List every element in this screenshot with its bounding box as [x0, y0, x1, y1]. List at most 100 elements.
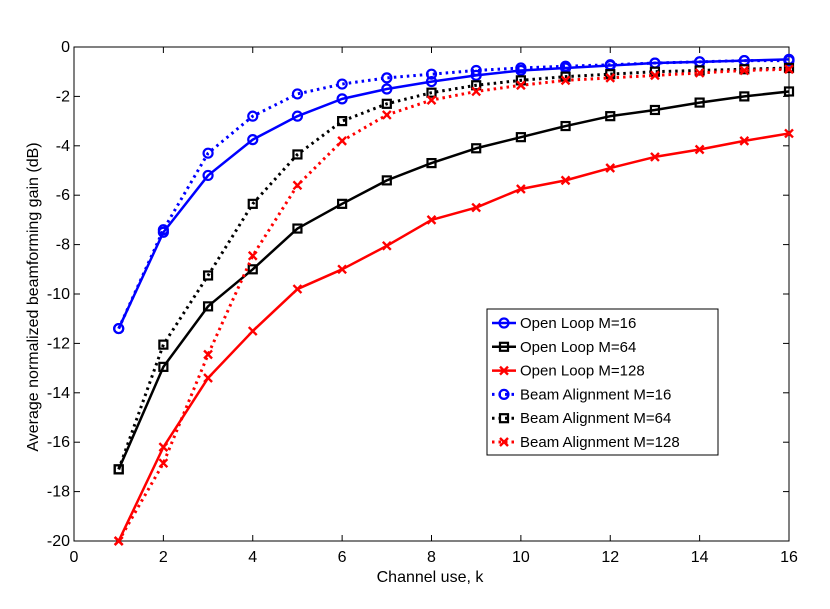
data-point [203, 349, 213, 360]
x-tick-label: 16 [780, 549, 798, 566]
y-tick-label: -6 [56, 187, 70, 204]
data-point [471, 86, 482, 97]
data-point [784, 128, 794, 139]
data-point [158, 458, 169, 469]
data-point [694, 68, 705, 78]
data-point [425, 68, 438, 80]
legend-label: Open Loop M=16 [520, 315, 636, 332]
legend-item: Beam Alignment M=128 [492, 434, 680, 451]
data-point [739, 136, 750, 146]
y-tick-label: -12 [47, 335, 70, 352]
x-tick-label: 2 [159, 549, 168, 566]
plot-frame [73, 46, 790, 542]
data-point [471, 80, 482, 91]
series-line [117, 66, 790, 470]
data-point [337, 264, 347, 275]
data-point [202, 169, 214, 182]
y-tick-label: -16 [47, 434, 70, 451]
data-point [471, 143, 482, 154]
data-point [336, 93, 348, 105]
x-tick-label: 6 [338, 549, 347, 566]
series-layer [113, 53, 795, 546]
series-4 [113, 62, 795, 475]
data-point [292, 180, 303, 191]
data-point [694, 144, 705, 155]
data-point [516, 80, 526, 91]
data-point [426, 215, 437, 225]
legend-item: Open Loop M=16 [492, 315, 636, 332]
y-tick-label: -18 [47, 484, 70, 501]
data-point [113, 464, 124, 475]
legend-item: Beam Alignment M=64 [492, 410, 671, 427]
x-tick-label: 4 [248, 549, 257, 566]
series-line [117, 90, 790, 470]
data-point [426, 95, 437, 105]
data-point [158, 339, 169, 350]
data-point [202, 270, 214, 281]
data-point [605, 73, 616, 83]
data-point [498, 388, 510, 400]
data-point [381, 240, 392, 251]
legend-label: Open Loop M=64 [520, 339, 636, 356]
data-point [336, 78, 348, 90]
y-tick-label: -4 [56, 138, 70, 155]
data-point [381, 72, 393, 84]
data-point [247, 110, 259, 122]
plot-area [73, 46, 790, 542]
y-tick-label: -2 [56, 88, 70, 105]
data-point [381, 175, 392, 186]
x-tick-label: 12 [601, 549, 619, 566]
data-point [158, 442, 169, 452]
data-point [470, 69, 482, 82]
data-point [337, 115, 348, 127]
data-point [381, 110, 392, 120]
data-point [560, 175, 571, 186]
data-point [426, 87, 437, 98]
data-point [291, 88, 304, 100]
data-point [426, 157, 437, 169]
data-point [559, 60, 572, 72]
legend-label: Open Loop M=128 [520, 363, 645, 380]
x-axis-title: Channel use, k [377, 569, 485, 586]
data-point [247, 134, 259, 146]
data-point [158, 361, 169, 372]
data-point [247, 250, 258, 261]
data-point [499, 365, 509, 376]
data-point [470, 64, 482, 77]
x-tick-label: 14 [691, 549, 709, 566]
data-point [739, 91, 750, 102]
data-point [739, 65, 750, 76]
series-line [117, 67, 790, 542]
data-point [515, 132, 526, 143]
data-point [381, 83, 393, 95]
data-point [784, 64, 794, 75]
legend-item: Beam Alignment M=16 [492, 386, 671, 403]
data-point [292, 223, 303, 234]
legend-label: Beam Alignment M=128 [520, 434, 680, 451]
data-point [113, 322, 125, 335]
data-point [425, 75, 438, 88]
data-point [649, 104, 661, 116]
legend-label: Beam Alignment M=64 [520, 410, 671, 427]
data-point [515, 62, 527, 74]
y-tick-label: -10 [47, 286, 70, 303]
data-point [381, 98, 392, 109]
data-point [203, 373, 213, 383]
data-point [247, 198, 258, 209]
series-line [117, 58, 790, 330]
legend: Open Loop M=16 Open Loop M=64 Open Loop M=… [486, 308, 719, 456]
legend-box [486, 308, 719, 456]
data-point [471, 202, 482, 213]
y-tick-label: 0 [61, 39, 70, 56]
data-point [498, 413, 510, 424]
y-axis-title: Average normalized beamforming gain (dB) [25, 142, 42, 451]
y-tick-label: -14 [47, 385, 70, 402]
x-tick-label: 0 [70, 549, 79, 566]
series-line [117, 59, 789, 330]
data-point [113, 536, 124, 546]
data-point [157, 224, 169, 236]
data-point [337, 136, 347, 146]
axes-layer: 0 2 4 6 8 10 12 14 16 0 -2 -4 -6 -8 -10 -12 -14 -16 -18 -20 [47, 39, 798, 566]
series-5 [113, 64, 794, 546]
data-point [783, 86, 795, 97]
